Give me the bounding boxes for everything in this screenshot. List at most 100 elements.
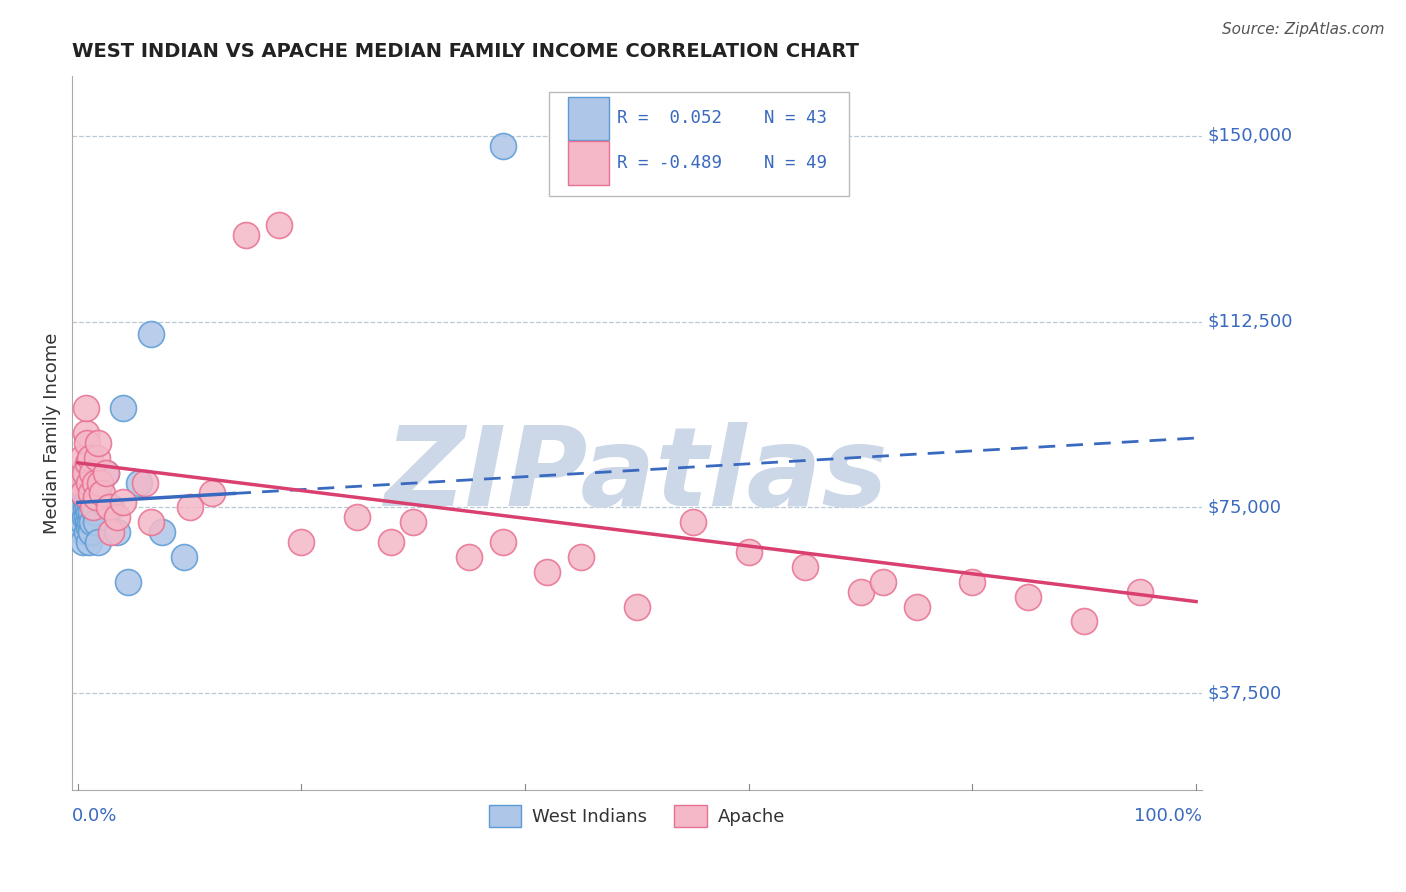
Point <box>72 450 94 465</box>
Point <box>80 505 103 519</box>
Point <box>100 500 122 515</box>
Point <box>269 218 291 232</box>
Point <box>1129 584 1152 599</box>
Point <box>75 425 97 440</box>
Point <box>77 485 100 500</box>
Point <box>402 516 425 530</box>
Point <box>79 450 101 465</box>
Point <box>83 475 105 490</box>
Point <box>139 326 162 341</box>
Point <box>75 401 97 416</box>
Point <box>70 466 93 480</box>
Point <box>73 491 96 505</box>
Text: $150,000: $150,000 <box>1208 127 1292 145</box>
Y-axis label: Median Family Income: Median Family Income <box>44 333 60 533</box>
Point <box>173 549 195 564</box>
Point <box>569 549 592 564</box>
Point <box>105 525 128 540</box>
Point <box>682 516 704 530</box>
Point <box>72 500 94 515</box>
Point <box>111 495 134 509</box>
Point <box>80 485 103 500</box>
Text: Source: ZipAtlas.com: Source: ZipAtlas.com <box>1222 22 1385 37</box>
Point <box>84 491 107 505</box>
Point <box>77 475 100 490</box>
Point <box>1073 615 1095 629</box>
Point <box>73 475 96 490</box>
Point <box>458 549 481 564</box>
Text: $75,000: $75,000 <box>1208 499 1281 516</box>
Point <box>69 485 91 500</box>
Point <box>76 510 98 524</box>
Point <box>849 584 872 599</box>
Point <box>134 475 156 490</box>
Point <box>83 505 105 519</box>
Point <box>79 516 101 530</box>
Point <box>179 500 201 515</box>
Point <box>626 599 648 614</box>
Point <box>380 535 402 549</box>
Point <box>290 535 312 549</box>
Point <box>80 525 103 540</box>
Point <box>94 466 117 480</box>
Point <box>91 495 114 509</box>
Point <box>75 466 97 480</box>
Point <box>139 516 162 530</box>
Point <box>84 516 107 530</box>
Point <box>201 485 224 500</box>
Point <box>72 535 94 549</box>
Point <box>82 466 104 480</box>
Point <box>86 450 108 465</box>
Point <box>89 475 111 490</box>
Point <box>82 485 104 500</box>
Point <box>79 495 101 509</box>
Point <box>76 525 98 540</box>
Point <box>75 485 97 500</box>
Point <box>111 401 134 416</box>
Point <box>76 436 98 450</box>
Point <box>150 525 173 540</box>
Point <box>75 500 97 515</box>
Point <box>72 475 94 490</box>
Point <box>76 495 98 509</box>
Text: WEST INDIAN VS APACHE MEDIAN FAMILY INCOME CORRELATION CHART: WEST INDIAN VS APACHE MEDIAN FAMILY INCO… <box>72 42 859 61</box>
FancyBboxPatch shape <box>568 142 609 185</box>
Point <box>905 599 928 614</box>
Point <box>94 466 117 480</box>
Point <box>72 485 94 500</box>
Point <box>128 475 150 490</box>
Point <box>492 138 515 153</box>
Text: 100.0%: 100.0% <box>1133 807 1202 825</box>
Point <box>105 510 128 524</box>
Point <box>492 535 515 549</box>
Point <box>82 500 104 515</box>
Point <box>87 535 110 549</box>
Point <box>72 516 94 530</box>
Point <box>82 516 104 530</box>
Point <box>77 520 100 534</box>
Point <box>98 500 121 515</box>
Point <box>117 574 139 589</box>
Text: R =  0.052    N = 43: R = 0.052 N = 43 <box>617 110 827 128</box>
Point <box>536 565 558 579</box>
Point <box>73 510 96 524</box>
Text: ZIPatlas: ZIPatlas <box>385 423 889 529</box>
Point <box>77 456 100 470</box>
Text: R = -0.489    N = 49: R = -0.489 N = 49 <box>617 153 827 172</box>
Point <box>1017 590 1039 604</box>
Legend: West Indians, Apache: West Indians, Apache <box>482 798 792 834</box>
Point <box>346 510 368 524</box>
Point <box>77 516 100 530</box>
Point <box>793 560 815 574</box>
Point <box>738 545 761 559</box>
Point <box>91 485 114 500</box>
Point <box>77 505 100 519</box>
Point <box>70 475 93 490</box>
Point <box>87 436 110 450</box>
Point <box>962 574 984 589</box>
Point <box>872 574 894 589</box>
Point <box>77 535 100 549</box>
Point <box>73 466 96 480</box>
Point <box>100 525 122 540</box>
FancyBboxPatch shape <box>568 97 609 140</box>
